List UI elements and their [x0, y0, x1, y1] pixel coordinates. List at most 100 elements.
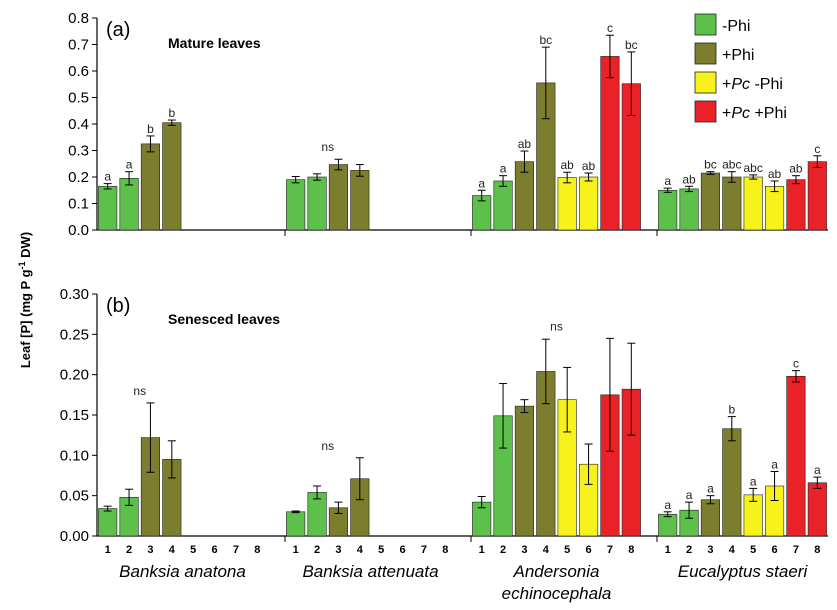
significance-label: a	[478, 176, 485, 190]
x-tick-label: 6	[400, 544, 406, 556]
bar	[658, 189, 678, 231]
bar	[493, 180, 513, 231]
group-significance-label: ns	[321, 140, 334, 154]
significance-label: ab	[561, 158, 575, 172]
bar	[786, 179, 806, 231]
bar	[307, 176, 327, 231]
x-tick-label: 3	[707, 544, 713, 556]
x-tick-label: 1	[293, 544, 299, 556]
significance-label: b	[728, 403, 735, 417]
significance-label: a	[664, 174, 671, 188]
legend-label-prefix: +	[722, 105, 731, 122]
panel-letter: (b)	[106, 295, 130, 317]
bar	[98, 508, 118, 537]
significance-label: a	[814, 463, 821, 477]
significance-label: ab	[789, 162, 803, 176]
x-tick-label: 3	[147, 544, 153, 556]
y-tick-label: 0.00	[60, 528, 89, 545]
panel-letter: (a)	[106, 19, 130, 41]
legend-label-suffix: +Phi	[722, 47, 754, 64]
significance-label: ab	[768, 167, 782, 181]
group-significance-label: ns	[550, 319, 563, 333]
bar	[162, 122, 182, 231]
bar	[600, 56, 620, 231]
x-tick-label: 8	[254, 544, 260, 556]
species-label: Eucalyptus staeri	[678, 562, 809, 581]
significance-label: a	[500, 162, 507, 176]
x-tick-label: 3	[335, 544, 341, 556]
bar	[658, 513, 678, 537]
x-tick-label: 4	[729, 544, 736, 556]
bar	[286, 179, 306, 231]
y-axis-label-main: Leaf [P] (mg P g	[18, 269, 33, 368]
y-axis-label-tail: DW)	[18, 232, 33, 262]
species-label: Banksia attenuata	[302, 562, 438, 581]
bar	[700, 172, 720, 231]
x-tick-label: 7	[607, 544, 613, 556]
x-tick-label: 3	[521, 544, 527, 556]
bar	[514, 405, 534, 537]
species-label: Andersonia	[512, 562, 599, 581]
significance-label: bc	[704, 158, 717, 172]
x-tick-label: 2	[126, 544, 132, 556]
significance-label: c	[607, 21, 613, 35]
legend-label: +Pc +Phi	[722, 105, 787, 122]
x-tick-label: 2	[686, 544, 692, 556]
significance-label: bc	[539, 33, 552, 47]
bar	[700, 499, 720, 537]
x-tick-label: 7	[421, 544, 427, 556]
significance-label: a	[707, 482, 714, 496]
bar	[98, 185, 118, 231]
significance-label: a	[686, 488, 693, 502]
significance-label: c	[814, 142, 820, 156]
y-tick-label: 0.10	[60, 447, 89, 464]
x-tick-label: 5	[378, 544, 384, 556]
legend-swatch	[694, 71, 717, 94]
significance-label: abc	[722, 158, 741, 172]
x-tick-label: 8	[628, 544, 634, 556]
y-tick-label: 0.2	[68, 169, 89, 186]
bar	[350, 170, 370, 231]
legend-label-suffix: -Phi	[722, 18, 750, 35]
legend-label-prefix: +	[722, 76, 731, 93]
legend-label-suffix: +Phi	[750, 105, 787, 122]
significance-label: ab	[518, 137, 532, 151]
x-tick-label: 1	[665, 544, 671, 556]
bar	[743, 176, 763, 231]
x-tick-label: 1	[479, 544, 485, 556]
x-tick-label: 6	[212, 544, 218, 556]
x-tick-label: 4	[543, 544, 550, 556]
legend-label-italic: Pc	[731, 105, 750, 122]
panel-title: Mature leaves	[168, 35, 261, 51]
legend-label: +Phi	[722, 47, 754, 64]
bar	[579, 176, 599, 231]
group-significance-label: ns	[133, 384, 146, 398]
x-tick-label: 6	[586, 544, 592, 556]
legend-label-suffix: -Phi	[750, 76, 783, 93]
legend-swatch	[694, 100, 717, 123]
significance-label: bc	[625, 38, 638, 52]
y-tick-label: 0.8	[68, 10, 89, 27]
significance-label: a	[750, 474, 757, 488]
x-tick-label: 8	[814, 544, 820, 556]
y-tick-label: 0.05	[60, 488, 89, 505]
x-tick-label: 8	[442, 544, 448, 556]
panel-title: Senesced leaves	[168, 311, 280, 327]
x-tick-label: 4	[169, 544, 176, 556]
legend-label: +Pc -Phi	[722, 76, 783, 93]
significance-label: b	[147, 122, 154, 136]
species-label: echinocephala	[502, 584, 612, 603]
bar	[557, 177, 577, 231]
significance-label: a	[664, 498, 671, 512]
significance-label: a	[104, 170, 111, 184]
y-tick-label: 0.7	[68, 37, 89, 54]
y-tick-label: 0.30	[60, 286, 89, 303]
bar	[286, 511, 306, 537]
y-axis-label-superscript: -1	[17, 261, 27, 269]
y-tick-label: 0.5	[68, 90, 89, 107]
y-tick-label: 0.0	[68, 222, 89, 239]
x-tick-label: 6	[772, 544, 778, 556]
group-significance-label: ns	[321, 439, 334, 453]
legend-label: -Phi	[722, 18, 750, 35]
